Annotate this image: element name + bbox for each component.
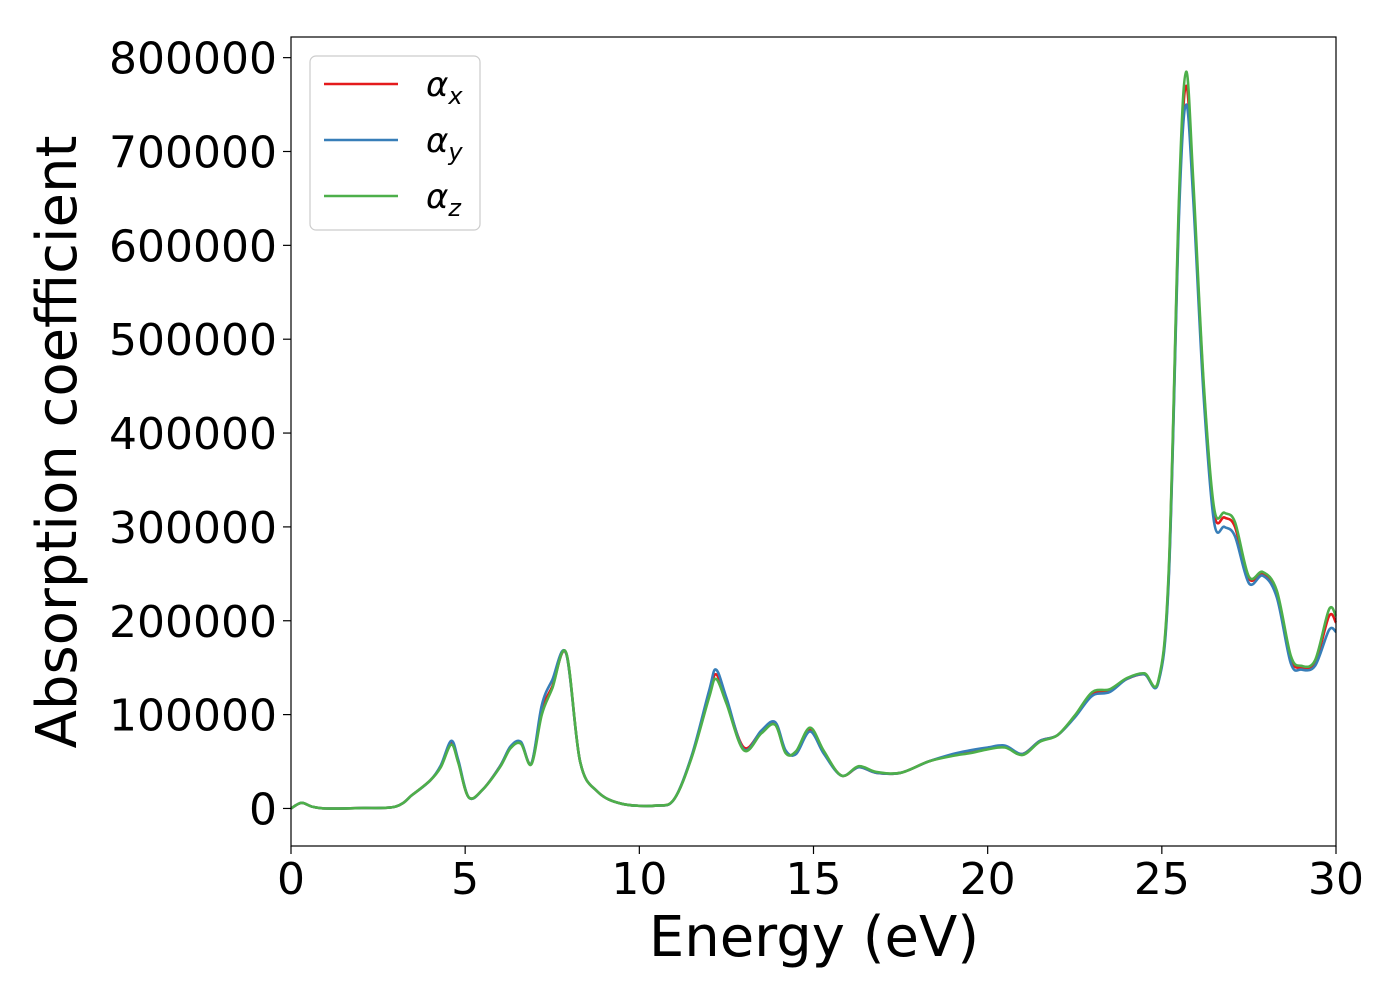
x-tick-label: 25	[1134, 854, 1190, 905]
y-tick-label: 0	[249, 784, 277, 835]
x-tick-label: 15	[786, 854, 842, 905]
x-tick-label: 10	[611, 854, 667, 905]
y-tick-label: 400000	[109, 409, 277, 460]
y-tick-label: 700000	[109, 127, 277, 178]
y-tick-label: 200000	[109, 597, 277, 648]
y-axis-ticks: 0 100000 200000 300000 400000 500000 600000 700…	[109, 34, 291, 835]
series-lines	[290, 70, 1338, 810]
series-line-z	[290, 70, 1338, 810]
legend-label-y: αy	[426, 121, 463, 166]
x-tick-label: 30	[1308, 854, 1364, 905]
x-tick-label: 5	[451, 854, 479, 905]
legend-symbol: α	[426, 177, 448, 217]
plot-frame	[290, 36, 1337, 847]
x-axis-ticks: 0 5 10 15 20 25 30	[277, 846, 1364, 905]
y-tick-label: 100000	[109, 691, 277, 742]
x-tick-label: 20	[960, 854, 1016, 905]
legend-subscript: y	[447, 138, 463, 166]
legend-subscript: z	[447, 194, 462, 222]
legend-box	[309, 55, 481, 231]
x-axis-title: Energy (eV)	[649, 905, 979, 970]
y-axis-title: Absorption coefficient	[25, 136, 90, 749]
y-tick-label: 600000	[109, 221, 277, 272]
legend-subscript: x	[447, 82, 463, 110]
x-tick-label: 0	[277, 854, 305, 905]
y-tick-label: 800000	[109, 34, 277, 85]
y-tick-label: 300000	[109, 503, 277, 554]
legend-label-x: αx	[426, 65, 463, 110]
legend-symbol: α	[426, 121, 448, 161]
legend-label-z: αz	[426, 177, 462, 222]
legend-symbol: α	[426, 65, 448, 105]
y-tick-label: 500000	[109, 315, 277, 366]
